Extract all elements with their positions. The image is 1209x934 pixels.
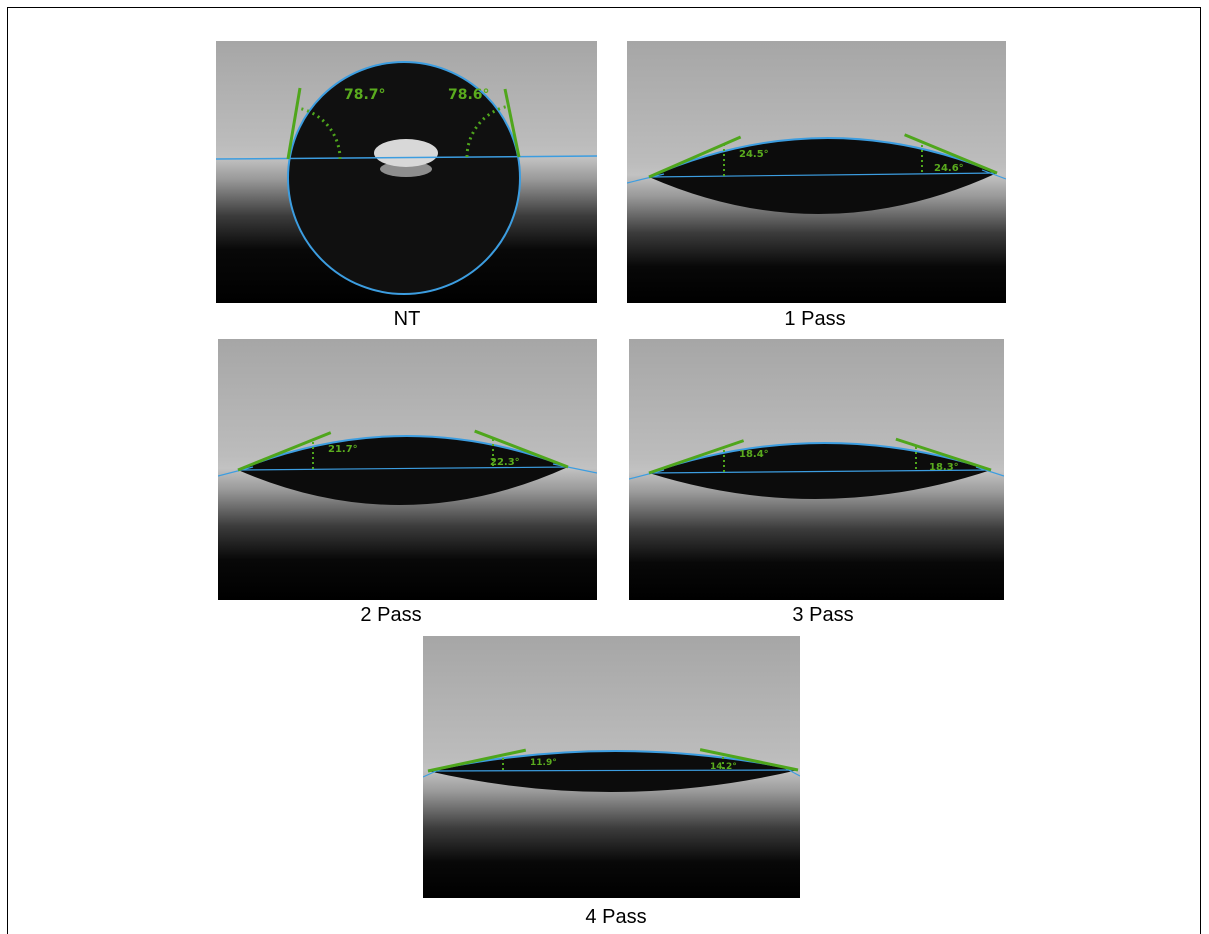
highlight: [374, 139, 438, 167]
droplet-photo: 78.7° 78.6°: [216, 41, 597, 303]
droplet-photo: 21.7° 22.3°: [218, 339, 597, 600]
angle-label-right: 22.3°: [490, 457, 520, 468]
caption: 3 Pass: [792, 604, 853, 627]
droplet-photo: 24.5° 24.6°: [627, 41, 1006, 303]
droplet-image: 78.7° 78.6°: [216, 41, 597, 303]
caption: 4 Pass: [585, 906, 646, 929]
droplet-photo: 18.4° 18.3°: [629, 339, 1004, 600]
droplet-image: 18.4° 18.3°: [629, 339, 1004, 600]
angle-label-left: 18.4°: [739, 449, 769, 460]
angle-label-left: 11.9°: [530, 758, 557, 768]
angle-label-left: 78.7°: [344, 87, 386, 103]
angle-label-left: 21.7°: [328, 444, 358, 455]
angle-label-right: 14.2°: [710, 762, 737, 772]
angle-label-right: 18.3°: [929, 462, 959, 473]
angle-label-right: 24.6°: [934, 163, 964, 174]
droplet-image: 24.5° 24.6°: [627, 41, 1006, 303]
page: {"panels": [ {"caption": "NT", "angle_le…: [0, 0, 1209, 934]
caption: 1 Pass: [784, 308, 845, 331]
droplet-photo: 11.9° 14.2°: [423, 636, 800, 898]
caption: NT: [394, 308, 421, 331]
angle-label-left: 24.5°: [739, 149, 769, 160]
droplet-image: 21.7° 22.3°: [218, 339, 597, 600]
droplet-image: 11.9° 14.2°: [423, 636, 800, 898]
angle-label-right: 78.6°: [448, 87, 490, 103]
caption: 2 Pass: [360, 604, 421, 627]
